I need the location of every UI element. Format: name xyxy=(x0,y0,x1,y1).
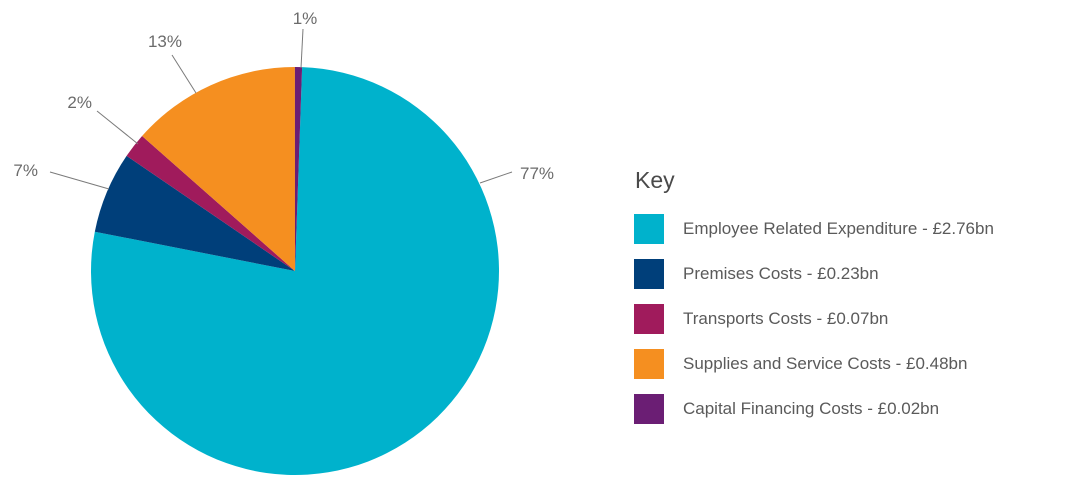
leader-line xyxy=(49,171,110,190)
pie-slice xyxy=(94,155,295,271)
legend: Key Employee Related Expenditure - £2.76… xyxy=(634,166,1079,439)
legend-item: Employee Related Expenditure - £2.76bn xyxy=(634,214,1079,244)
legend-label: Transports Costs - £0.07bn xyxy=(683,309,889,328)
leader-line xyxy=(96,110,139,145)
legend-swatch xyxy=(634,394,664,424)
legend-items: Employee Related Expenditure - £2.76bn Pr… xyxy=(634,214,1079,424)
legend-swatch xyxy=(634,214,664,244)
legend-item: Transports Costs - £0.07bn xyxy=(634,304,1079,334)
legend-label: Premises Costs - £0.23bn xyxy=(683,264,879,283)
slice-percent-label: 13% xyxy=(148,32,182,51)
leader-line xyxy=(300,28,304,69)
pie-slice xyxy=(142,67,295,271)
slice-percent-label: 77% xyxy=(520,164,554,183)
pie-slice xyxy=(91,67,500,475)
legend-swatch xyxy=(634,259,664,289)
pie-slice xyxy=(126,135,295,271)
legend-item: Supplies and Service Costs - £0.48bn xyxy=(634,349,1079,379)
pie-svg: 77% 7% 2% 13% 1% xyxy=(13,9,554,475)
legend-label: Capital Financing Costs - £0.02bn xyxy=(683,399,940,418)
leader-line xyxy=(479,171,513,184)
legend-title: Key xyxy=(635,167,675,193)
slice-percent-label: 7% xyxy=(13,161,38,180)
leader-line xyxy=(171,54,197,94)
legend-item: Capital Financing Costs - £0.02bn xyxy=(634,394,1079,424)
slice-percent-label: 2% xyxy=(67,93,92,112)
pie-slice xyxy=(294,66,303,271)
legend-label: Supplies and Service Costs - £0.48bn xyxy=(683,354,968,373)
legend-swatch xyxy=(634,304,664,334)
legend-swatch xyxy=(634,349,664,379)
legend-item: Premises Costs - £0.23bn xyxy=(634,259,1079,289)
slice-percent-label: 1% xyxy=(293,9,318,28)
legend-label: Employee Related Expenditure - £2.76bn xyxy=(683,219,994,238)
